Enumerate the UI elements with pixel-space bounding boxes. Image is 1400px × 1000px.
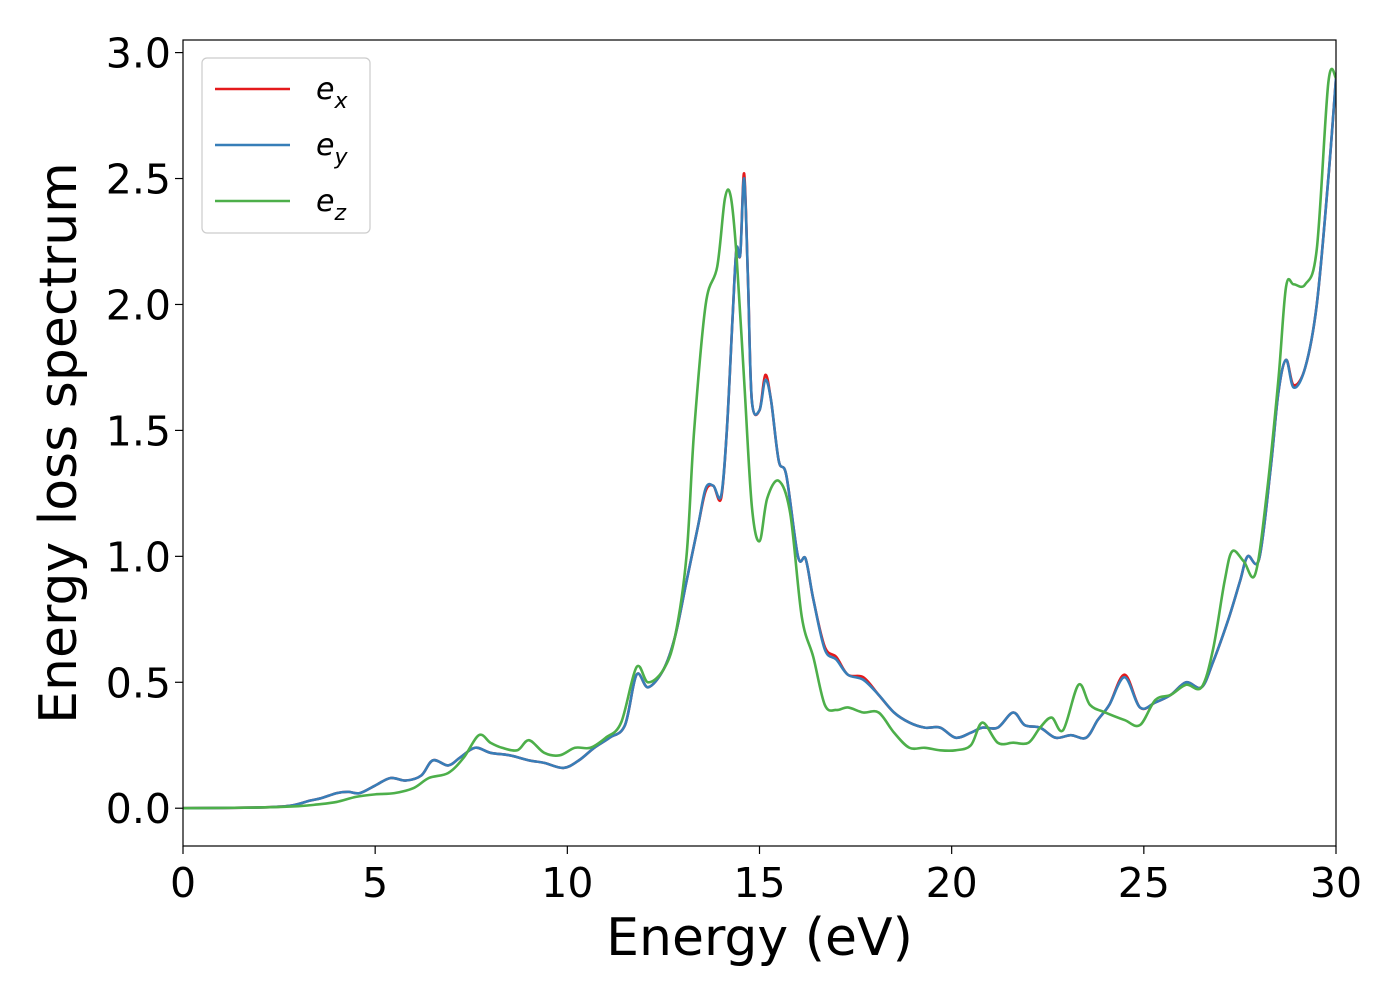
y-tick-label: 0.0 [106, 785, 171, 833]
x-tick-label: 15 [733, 859, 785, 907]
y-tick-label: 1.5 [106, 407, 171, 455]
plot-lines [183, 67, 1336, 810]
y-tick-label: 2.5 [106, 156, 171, 204]
series-line-z [183, 67, 1336, 810]
legend-label-subscript: z [333, 201, 346, 226]
legend-label-z: ez [316, 184, 346, 226]
legend-label-subscript: x [333, 89, 348, 114]
x-tick-label: 5 [362, 859, 388, 907]
legend-label-x: ex [316, 72, 348, 114]
y-tick-label: 3.0 [106, 30, 171, 78]
legend-label-base: e [316, 184, 334, 219]
y-axis-label: Energy loss spectrum [29, 162, 89, 724]
series-line-y [183, 76, 1336, 810]
y-tick-label: 0.5 [106, 659, 171, 707]
x-tick-label: 0 [170, 859, 196, 907]
x-tick-label: 10 [541, 859, 593, 907]
y-tick-label: 2.0 [106, 281, 171, 329]
x-tick-label: 25 [1118, 859, 1170, 907]
x-tick-label: 30 [1310, 859, 1362, 907]
legend-label-base: e [316, 72, 334, 107]
x-axis: 0 5 10 15 20 25 30 [170, 846, 1362, 907]
x-tick-label: 20 [926, 859, 978, 907]
y-axis: 0.0 0.5 1.0 1.5 2.0 2.5 3.0 [106, 30, 183, 833]
y-tick-label: 1.0 [106, 533, 171, 581]
legend-label-base: e [316, 128, 334, 163]
x-axis-label: Energy (eV) [606, 908, 913, 968]
legend-label-y: ey [316, 128, 348, 170]
legend-label-subscript: y [333, 145, 348, 170]
